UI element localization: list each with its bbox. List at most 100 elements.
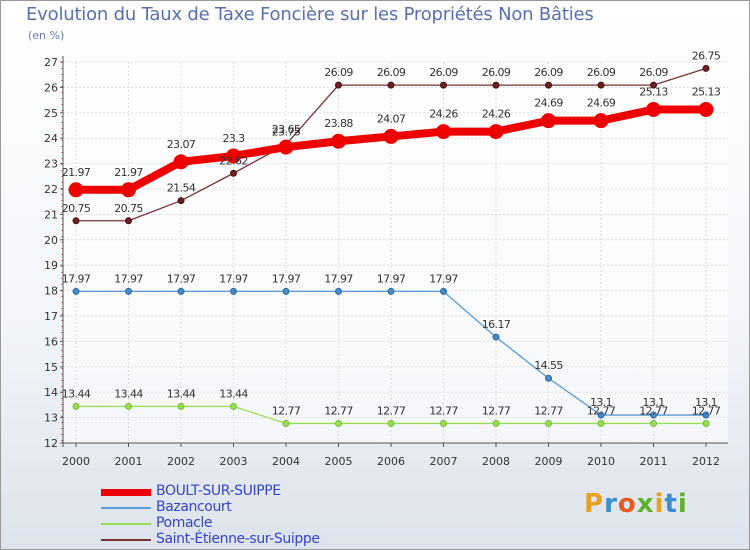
data-point [387,287,395,295]
x-tick-label: 2003 [220,455,248,468]
data-label: 17.97 [114,272,143,285]
data-point [125,287,132,295]
data-label: 23.75 [272,126,301,139]
x-tick-label: 2010 [587,455,615,468]
data-label: 12.77 [639,404,668,417]
y-tick-label: 23 [44,158,58,171]
data-label: 17.97 [324,272,353,285]
y-tick-label: 27 [44,56,58,69]
x-tick-label: 2005 [325,455,353,468]
data-point [282,287,290,295]
data-point [492,419,500,427]
data-point [492,333,500,341]
data-label: 12.77 [324,404,353,417]
data-label: 13.44 [219,387,248,400]
data-label: 20.75 [114,202,143,215]
x-tick-label: 2002 [167,455,195,468]
data-label: 12.77 [272,404,301,417]
x-tick-label: 2001 [115,455,143,468]
plot-area [63,62,728,443]
data-point [331,133,346,149]
data-label: 23.88 [324,117,353,130]
y-tick-label: 24 [44,132,58,145]
logo-letter: x [636,489,655,519]
data-point [177,197,185,205]
x-tick-label: 2007 [430,455,458,468]
data-label: 17.97 [377,272,406,285]
data-point [650,81,657,89]
y-tick-label: 19 [44,259,58,272]
data-point [230,287,237,295]
data-point [177,287,185,295]
logo-letter: o [617,489,637,519]
data-point [545,419,552,427]
data-label: 23.07 [167,138,196,151]
data-point [278,139,294,155]
y-tick-label: 13 [44,412,58,425]
legend-swatch-boult [101,489,151,496]
data-point [335,287,342,295]
data-point [335,81,342,89]
data-label: 26.09 [377,66,406,79]
data-point [72,217,80,225]
data-point [68,182,84,198]
data-label: 13.44 [62,387,91,400]
logo-letter: i [677,489,688,519]
legend-label-saint-etienne: Saint-Étienne-sur-Suippe [156,531,320,547]
data-label: 12.77 [587,404,616,417]
y-tick-label: 22 [44,183,58,196]
data-label: 25.13 [639,85,668,98]
data-point [597,81,605,89]
data-label: 12.77 [692,404,721,417]
data-point [440,419,447,427]
data-label: 24.26 [429,108,458,121]
legend-swatch-bazancourt [101,507,151,509]
data-label: 17.97 [429,272,458,285]
x-tick-label: 2009 [535,455,563,468]
y-tick-label: 17 [44,310,58,323]
data-label: 22.62 [219,154,248,167]
logo-letter: r [604,489,618,519]
legend-swatch-saint-etienne [101,539,151,541]
data-point [177,402,185,410]
x-tick-label: 2008 [482,455,510,468]
legend-label-boult: BOULT-SUR-SUIPPE [156,483,281,499]
data-label: 26.09 [587,66,616,79]
data-label: 17.97 [167,272,196,285]
data-label: 13.44 [167,387,196,400]
legend-label-bazancourt: Bazancourt [156,499,232,515]
data-point [440,287,447,295]
data-label: 23.3 [222,132,245,145]
y-tick-label: 14 [44,386,58,399]
data-point [125,217,132,225]
data-label: 26.75 [692,49,721,62]
data-point [650,419,657,427]
data-label: 26.09 [639,66,668,79]
y-tick-label: 15 [44,361,58,374]
data-label: 26.09 [534,66,563,79]
chart-title: Evolution du Taux de Taxe Foncière sur l… [26,4,594,25]
y-tick-label: 25 [44,107,58,120]
data-point [335,419,342,427]
data-point [230,402,237,410]
logo-letter: i [654,489,665,519]
data-label: 14.55 [534,359,563,372]
legend-swatch-pomacle [101,523,151,525]
data-point [72,402,80,410]
data-label: 12.77 [534,404,563,417]
data-label: 13.1 [642,396,664,409]
data-point [545,374,552,382]
data-label: 26.09 [482,66,511,79]
data-point [230,169,237,177]
data-point [597,411,605,419]
data-point [226,148,241,164]
data-label: 21.97 [62,166,91,179]
y-tick-label: 21 [44,208,58,221]
legend-label-pomacle: Pomacle [156,515,213,531]
logo-letter: P [584,489,605,519]
proxiti-logo: Proxiti [584,489,688,519]
y-tick-label: 16 [44,335,58,348]
data-label: 12.77 [482,404,511,417]
data-label: 17.97 [219,272,248,285]
